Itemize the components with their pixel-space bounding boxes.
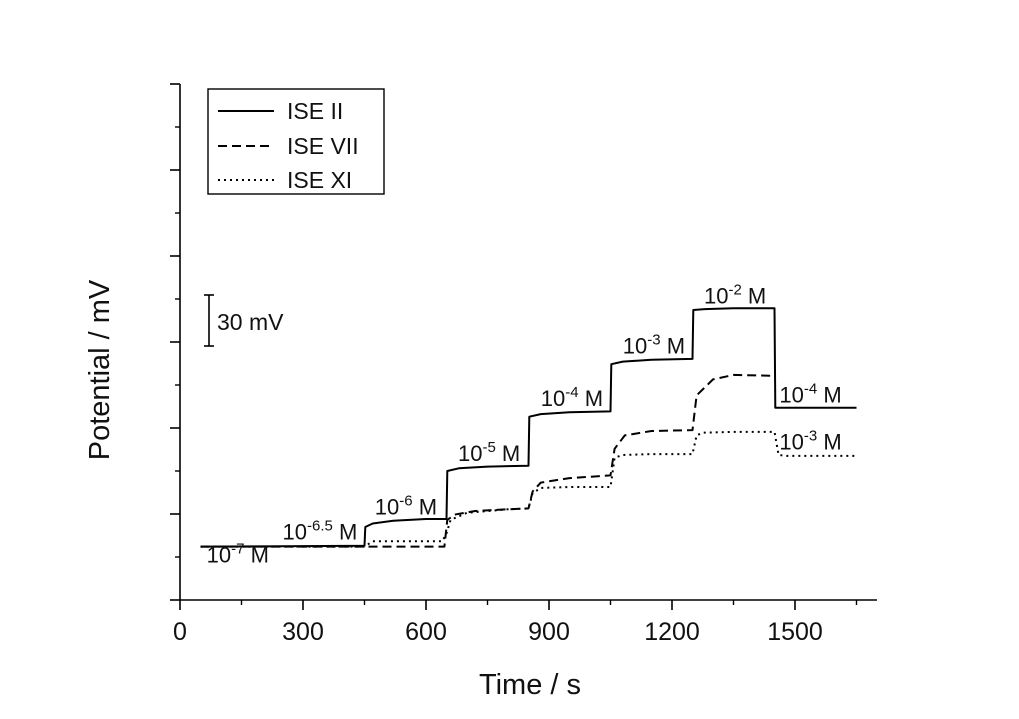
y-axis-title: Potential / mV — [84, 279, 116, 460]
legend-box — [207, 88, 385, 195]
concentration-label: 10-4 M — [779, 380, 841, 407]
x-tick-label: 1200 — [644, 618, 700, 646]
y-ticks — [170, 83, 180, 601]
concentration-label: 10-6 M — [375, 493, 437, 520]
x-axis-title: Time / s — [479, 669, 581, 701]
series-line-ise-vii — [200, 373, 775, 548]
concentration-label: 10-2 M — [704, 282, 766, 309]
concentration-label: 10-7 M — [207, 541, 269, 568]
chart-axes: 0 300 600 900 1200 1500 — [170, 83, 877, 646]
concentration-label: 10-5 M — [458, 439, 520, 466]
scale-bar: 30 mV — [204, 294, 284, 347]
concentration-label: 10-3 M — [623, 332, 685, 359]
x-tick-label: 600 — [405, 618, 447, 646]
x-tick-label: 1500 — [767, 618, 823, 646]
concentration-label: 10-6.5 M — [283, 518, 358, 545]
scale-bar-label: 30 mV — [217, 309, 284, 335]
series-line-ise-ii — [200, 307, 857, 548]
x-ticks: 0 300 600 900 1200 1500 — [173, 600, 858, 646]
concentration-label: 10-3 M — [779, 428, 841, 455]
x-tick-label: 300 — [282, 618, 324, 646]
series-layer — [200, 307, 857, 548]
legend: ISE II ISE VII ISE XI — [207, 88, 385, 195]
concentration-label: 10-4 M — [541, 384, 603, 411]
legend-label-ise-xi: ISE XI — [287, 167, 352, 193]
x-tick-label: 0 — [173, 618, 187, 646]
x-tick-label: 900 — [528, 618, 570, 646]
concentration-labels: 10-7 M 10-6.5 M 10-6 M 10-5 M 10-4 M 10-3 M 10… — [207, 282, 842, 568]
series-line-ise-xi — [200, 430, 857, 548]
legend-label-ise-vii: ISE VII — [287, 133, 359, 159]
legend-label-ise-ii: ISE II — [287, 98, 343, 124]
